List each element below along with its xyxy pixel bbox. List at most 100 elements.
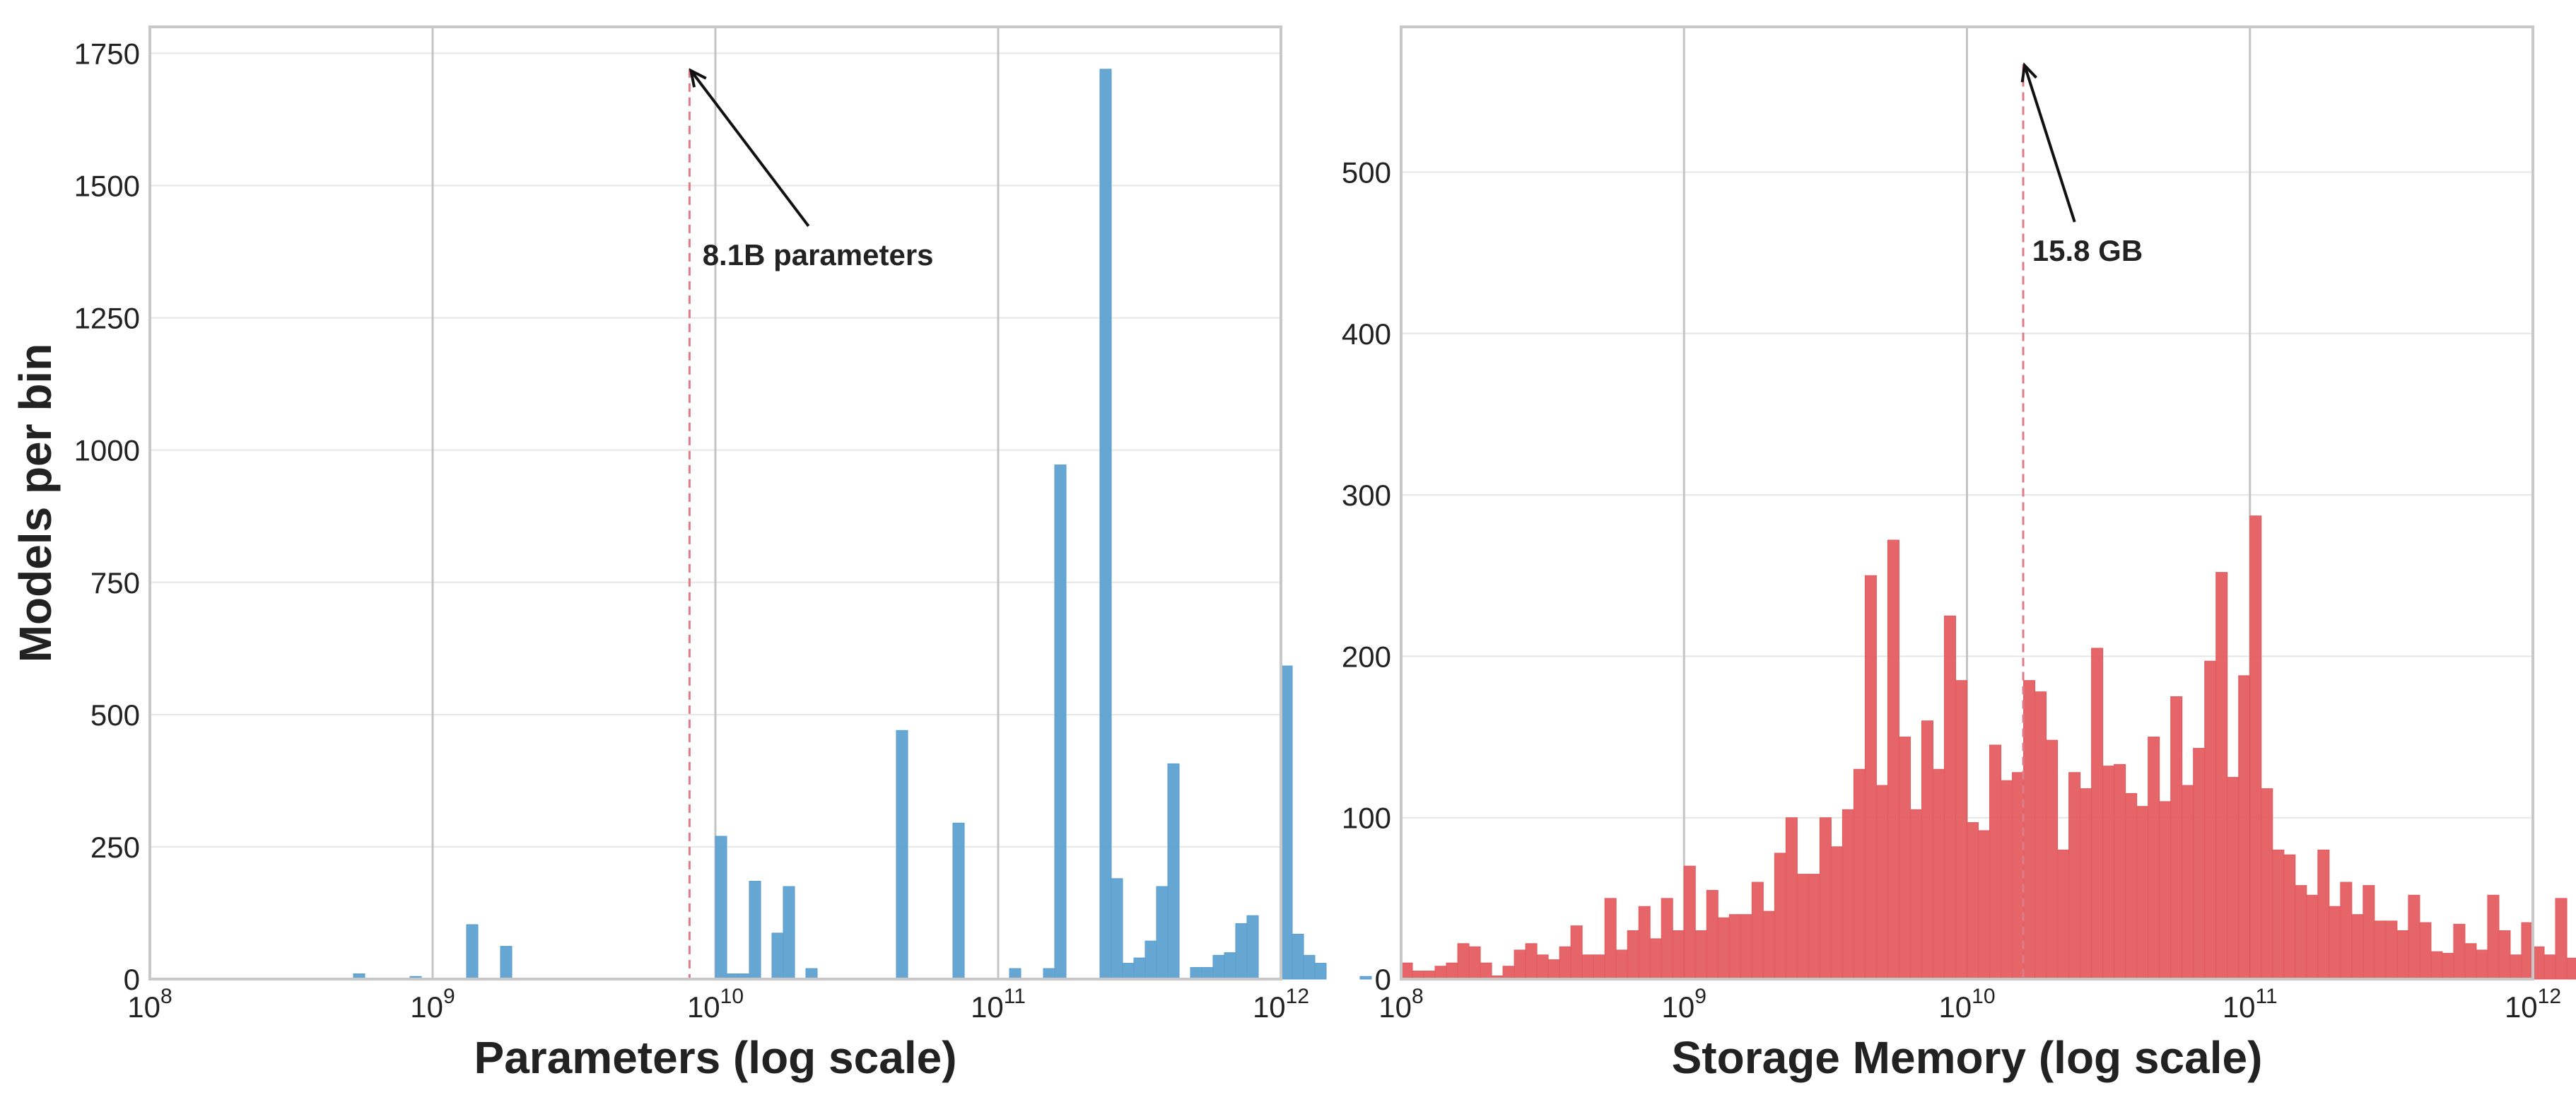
- storage-memory-xtick-exponent-0: 8: [1412, 985, 1424, 1008]
- parameters-bar-86: [1122, 963, 1135, 980]
- storage-memory-bar-18: [1604, 898, 1617, 980]
- storage-memory-bar-7: [1480, 962, 1492, 980]
- storage-memory-bar-87: [2385, 920, 2398, 980]
- storage-memory-xtick-label-1: 109: [1662, 985, 1706, 1024]
- storage-memory-bar-83: [2340, 882, 2353, 980]
- parameters-bar-90: [1167, 763, 1180, 980]
- storage-memory-bar-53: [2001, 780, 2013, 980]
- storage-memory-bar-103: [2566, 957, 2576, 980]
- parameters-bar-107: [1359, 976, 1372, 980]
- parameters-bar-66: [896, 730, 908, 980]
- storage-memory-bar-65: [2136, 806, 2149, 980]
- parameters-bar-79: [1043, 968, 1055, 980]
- storage-memory-bar-81: [2317, 849, 2330, 980]
- storage-memory-bar-22: [1649, 938, 1662, 980]
- parameters-bar-88: [1144, 940, 1157, 980]
- storage-memory-bar-34: [1785, 817, 1798, 980]
- parameters-ytick-label-0: 0: [124, 963, 140, 996]
- parameters-xtick-base-2: 10: [687, 990, 720, 1024]
- storage-memory-bar-14: [1559, 946, 1571, 980]
- storage-memory-annotation-label: 15.8 GB: [2032, 234, 2143, 267]
- storage-memory-bar-49: [1955, 680, 1967, 980]
- storage-memory-bar-20: [1627, 930, 1639, 980]
- storage-memory-bar-96: [2487, 894, 2500, 980]
- storage-memory-bar-27: [1706, 889, 1719, 980]
- parameters-bar-100: [1280, 665, 1293, 980]
- parameters-bar-80: [1054, 464, 1067, 980]
- storage-memory-bar-12: [1536, 954, 1549, 980]
- parameters-xtick-exponent-0: 8: [160, 985, 172, 1008]
- storage-memory-bar-0: [1400, 962, 1413, 980]
- storage-memory-xtick-base-3: 10: [2223, 990, 2256, 1024]
- storage-memory-bar-75: [2249, 515, 2262, 980]
- parameters-xtick-label-0: 108: [127, 985, 172, 1024]
- storage-memory-bar-31: [1751, 882, 1764, 980]
- storage-memory-ytick-label-4: 400: [1342, 317, 1391, 351]
- storage-memory-bar-97: [2498, 930, 2511, 980]
- storage-memory-bar-55: [2023, 680, 2036, 980]
- storage-memory-bar-9: [1502, 966, 1515, 980]
- storage-memory-bar-30: [1740, 914, 1752, 980]
- storage-memory-bar-86: [2374, 920, 2387, 980]
- parameters-bar-53: [749, 881, 761, 980]
- storage-memory-bar-51: [1978, 830, 1991, 980]
- storage-memory-bar-59: [2068, 772, 2081, 980]
- storage-memory-bar-50: [1967, 822, 1979, 980]
- storage-memory-bar-67: [2159, 801, 2172, 980]
- storage-memory-bar-95: [2476, 949, 2488, 980]
- parameters-annotation-arrow-shaft: [689, 69, 810, 227]
- parameters-y-axis-label: Models per bin: [10, 344, 61, 663]
- storage-memory-bar-43: [1887, 539, 1899, 980]
- parameters-bar-71: [952, 822, 965, 980]
- parameters-xtick-label-2: 1010: [687, 985, 744, 1024]
- parameters-ytick-label-7: 1750: [74, 37, 140, 70]
- storage-memory-xtick-exponent-2: 10: [1972, 985, 1995, 1008]
- storage-memory-frame: [1400, 25, 2534, 981]
- parameters-xtick-label-3: 1011: [971, 985, 1026, 1024]
- parameters-annotation-arrow-head: [689, 68, 707, 88]
- storage-memory-bar-69: [2182, 785, 2194, 980]
- storage-memory-xtick-label-2: 1010: [1938, 985, 1995, 1024]
- storage-memory-bar-45: [1909, 809, 1922, 980]
- storage-memory-xtick-base-4: 10: [2505, 990, 2538, 1024]
- storage-memory-xtick-label-4: 1012: [2505, 985, 2561, 1024]
- parameters-bar-50: [715, 836, 727, 980]
- storage-memory-bar-46: [1921, 720, 1933, 980]
- parameters-bar-56: [783, 886, 795, 980]
- storage-memory-bar-11: [1525, 943, 1538, 980]
- storage-memory-bar-71: [2204, 660, 2217, 980]
- parameters-xtick-base-0: 10: [127, 990, 160, 1024]
- storage-memory-bar-79: [2295, 885, 2307, 980]
- storage-memory-bar-73: [2227, 777, 2240, 980]
- storage-memory-bar-40: [1853, 768, 1866, 980]
- storage-memory-bar-57: [2046, 739, 2059, 980]
- storage-memory-bar-61: [2091, 648, 2104, 980]
- parameters-xtick-label-1: 109: [410, 985, 455, 1024]
- parameters-bar-95: [1224, 952, 1236, 980]
- storage-memory-bar-101: [2543, 954, 2556, 980]
- storage-memory-bar-84: [2351, 914, 2364, 980]
- parameters-bar-102: [1303, 954, 1316, 980]
- storage-memory-bar-93: [2453, 923, 2466, 980]
- storage-memory-bar-78: [2283, 854, 2296, 980]
- parameters-bar-97: [1246, 915, 1259, 980]
- storage-memory-ytick-label-3: 300: [1342, 479, 1391, 512]
- storage-memory-bar-89: [2408, 894, 2420, 980]
- storage-memory-bar-21: [1638, 906, 1651, 980]
- parameters-bar-96: [1235, 923, 1248, 980]
- storage-memory-bar-68: [2170, 696, 2183, 980]
- storage-memory-bar-56: [2035, 691, 2047, 980]
- storage-memory-bar-99: [2521, 922, 2534, 980]
- storage-memory-bar-92: [2442, 952, 2454, 980]
- parameters-bar-31: [500, 946, 513, 980]
- storage-memory-bar-38: [1830, 846, 1843, 980]
- parameters-ytick-label-5: 1250: [74, 302, 140, 335]
- storage-memory-bar-15: [1570, 925, 1583, 980]
- parameters-frame: [148, 25, 1282, 981]
- parameters-ytick-label-4: 1000: [74, 434, 140, 467]
- storage-memory-bar-16: [1581, 954, 1594, 980]
- storage-memory-bar-62: [2102, 766, 2115, 980]
- parameters-xtick-base-4: 10: [1253, 990, 1286, 1024]
